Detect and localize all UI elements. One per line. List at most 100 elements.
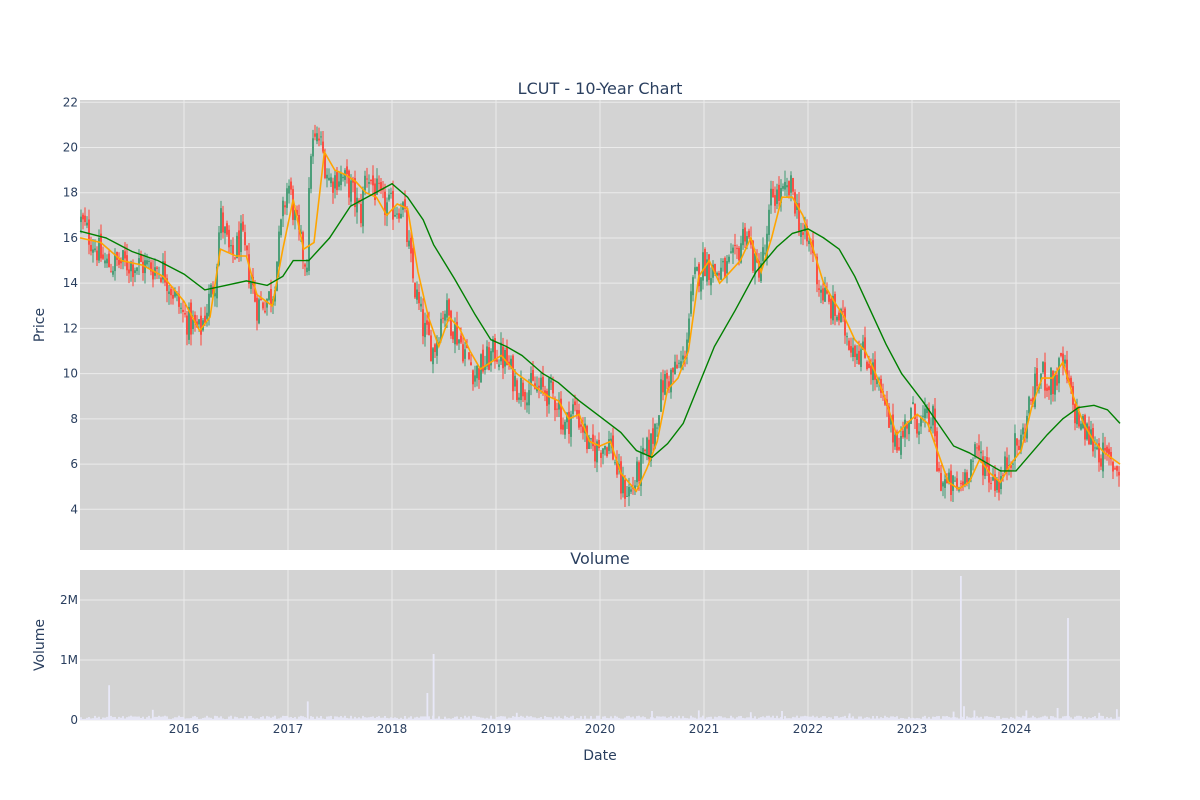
volume-bar	[790, 718, 792, 720]
volume-bar	[496, 716, 498, 720]
x-tick-label: 2020	[585, 722, 616, 736]
volume-bar	[500, 716, 502, 720]
price-y-tick-label: 12	[63, 321, 78, 335]
candle-body	[416, 289, 418, 300]
volume-bar	[366, 717, 368, 720]
candle-body	[948, 472, 950, 484]
candle-body	[1106, 446, 1108, 453]
volume-bar	[472, 715, 474, 720]
candle-body	[926, 406, 928, 414]
volume-bar	[850, 717, 852, 720]
candle-body	[562, 424, 564, 430]
volume-bar	[950, 717, 952, 720]
volume-bar	[882, 718, 884, 720]
candle-body	[112, 270, 114, 275]
volume-bar	[552, 718, 554, 720]
volume-y-tick-label: 2M	[60, 593, 78, 607]
volume-bar	[338, 717, 340, 720]
volume-bar	[394, 717, 396, 720]
volume-bar	[190, 718, 192, 720]
candle-body	[180, 307, 182, 309]
volume-bar	[444, 716, 446, 720]
candle-body	[964, 472, 966, 486]
candle-body	[366, 178, 368, 180]
volume-bar	[680, 718, 682, 720]
volume-bar	[1028, 717, 1030, 720]
volume-bar	[1096, 718, 1098, 720]
volume-bar	[304, 717, 306, 720]
candle-body	[890, 415, 892, 425]
volume-bar	[876, 716, 878, 720]
volume-bar	[588, 718, 590, 720]
volume-bar	[724, 717, 726, 720]
volume-bar	[708, 716, 710, 720]
candle-body	[752, 240, 754, 271]
candle-body	[676, 364, 678, 369]
candle-body	[384, 191, 386, 215]
volume-bar	[654, 718, 656, 720]
volume-bar	[196, 717, 198, 720]
volume-bar	[142, 716, 144, 720]
candle-body	[648, 439, 650, 460]
candle-body	[560, 398, 562, 430]
volume-bar-spike	[959, 576, 962, 720]
volume-bar	[564, 715, 566, 720]
volume-bar	[134, 716, 136, 720]
candle-body	[966, 472, 968, 483]
candle-body	[874, 359, 876, 380]
candle-body	[376, 178, 378, 195]
candle-body	[260, 298, 262, 300]
volume-bar	[736, 717, 738, 720]
volume-bar	[1044, 715, 1046, 720]
volume-bar	[758, 717, 760, 720]
candle-body	[420, 303, 422, 307]
volume-bar	[540, 716, 542, 720]
candle-body	[744, 227, 746, 242]
candle-body	[312, 138, 314, 157]
candle-body	[990, 482, 992, 484]
volume-bar	[200, 718, 202, 720]
candle-body	[732, 247, 734, 253]
candle-body	[716, 272, 718, 276]
candle-body	[746, 236, 748, 246]
candle-body	[504, 350, 506, 367]
volume-bar	[888, 717, 890, 720]
volume-bar	[454, 716, 456, 720]
candle-body	[1112, 461, 1114, 472]
volume-bar	[748, 717, 750, 720]
candle-body	[742, 229, 744, 246]
volume-bar	[164, 715, 166, 720]
candle-body	[510, 358, 512, 368]
candle-body	[600, 452, 602, 458]
volume-bar	[594, 718, 596, 720]
volume-bar	[160, 716, 162, 720]
candle-body	[934, 408, 936, 437]
volume-bar	[1022, 715, 1024, 720]
volume-bar	[128, 716, 130, 720]
volume-bar	[802, 716, 804, 720]
volume-bar	[226, 718, 228, 720]
candle-body	[558, 400, 560, 410]
candle-body	[204, 315, 206, 323]
candle-body	[124, 251, 126, 259]
candle-body	[1086, 423, 1088, 440]
volume-bar	[904, 718, 906, 720]
volume-bar	[928, 716, 930, 720]
volume-bar	[938, 716, 940, 720]
candle-body	[256, 297, 258, 321]
candle-body	[678, 362, 680, 364]
volume-bar	[996, 716, 998, 720]
volume-bar	[1042, 716, 1044, 720]
volume-bar	[546, 717, 548, 720]
volume-bar	[236, 717, 238, 720]
candle-body	[848, 340, 850, 350]
volume-bar	[1072, 718, 1074, 720]
price-y-tick-label: 8	[70, 412, 78, 426]
volume-bar	[880, 717, 882, 720]
volume-bar	[852, 716, 854, 720]
volume-bar	[934, 716, 936, 720]
candle-body	[852, 347, 854, 357]
ma-short-line	[79, 149, 1121, 493]
